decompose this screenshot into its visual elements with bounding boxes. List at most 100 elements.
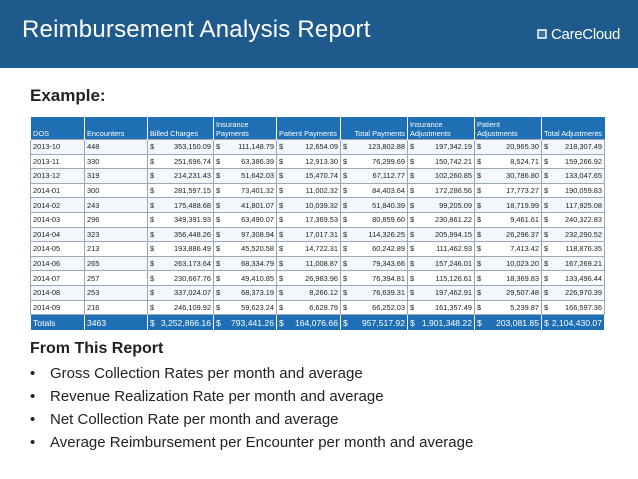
- cell-value: 161,357.49: [435, 302, 472, 312]
- money-cell: $337,024.07: [147, 284, 214, 301]
- currency-symbol: $: [216, 288, 221, 298]
- cell-value: 203,081.85: [495, 317, 539, 328]
- cell-value: 17,773.27: [506, 186, 539, 196]
- currency-symbol: $: [216, 302, 221, 312]
- currency-symbol: $: [544, 215, 549, 225]
- money-cell: $349,391.93: [147, 211, 214, 228]
- cell-value: 197,342.19: [435, 142, 472, 152]
- table-cell: 3463: [84, 314, 148, 332]
- cell-value: 190,059.83: [565, 186, 602, 196]
- currency-symbol: $: [216, 259, 221, 269]
- cell-value: 30,786.80: [506, 171, 539, 181]
- currency-symbol: $: [279, 215, 284, 225]
- money-cell: $203,081.85: [474, 314, 542, 332]
- currency-symbol: $: [410, 273, 415, 283]
- money-cell: $76,394.81: [340, 270, 408, 286]
- cell-value: 133,496.44: [565, 273, 602, 283]
- money-cell: $102,260.85: [407, 168, 475, 184]
- currency-symbol: $: [150, 215, 155, 225]
- currency-symbol: $: [279, 229, 284, 239]
- currency-symbol: $: [410, 229, 415, 239]
- currency-symbol: $: [279, 288, 284, 298]
- cell-value: 67,112.77: [372, 171, 405, 181]
- cell-value: 175,488.68: [174, 200, 211, 210]
- table-cell: 253: [84, 284, 148, 301]
- currency-symbol: $: [477, 215, 482, 225]
- money-cell: $246,109.92: [147, 299, 214, 316]
- cell-value: 6,628.79: [309, 302, 338, 312]
- cell-value: 18,369.83: [506, 273, 539, 283]
- table-row: 2014-03 296 $349,391.93 $63,490.07 $17,369.5…: [30, 211, 605, 228]
- money-cell: $76,299.69: [340, 153, 408, 170]
- currency-symbol: $: [477, 259, 482, 269]
- currency-symbol: $: [410, 156, 415, 166]
- cell-value: 230,667.76: [174, 273, 211, 283]
- cell-value: 8,266.12: [309, 288, 338, 298]
- currency-symbol: $: [343, 244, 348, 254]
- money-cell: $51,840.39: [340, 197, 408, 213]
- currency-symbol: $: [410, 186, 415, 196]
- currency-symbol: $: [343, 142, 348, 152]
- currency-symbol: $: [216, 229, 221, 239]
- cell-value: 102,260.85: [435, 171, 472, 181]
- cell-value: 205,994.15: [435, 229, 472, 239]
- table-cell: 2013-10: [30, 139, 85, 155]
- money-cell: $232,290.52: [541, 226, 605, 243]
- cell-value: 123,802.88: [368, 142, 405, 152]
- money-cell: $197,462.91: [407, 284, 475, 301]
- money-cell: $353,150.09: [147, 139, 214, 155]
- money-cell: $18,719.99: [474, 197, 542, 213]
- table-row: 2014-04 323 $356,448.26 $97,308.94 $17,017.3…: [30, 226, 605, 243]
- currency-symbol: $: [477, 142, 482, 152]
- table-row: 2013-10 448 $353,150.09 $111,148.79 $12,654.…: [30, 139, 605, 155]
- currency-symbol: $: [544, 259, 549, 269]
- cell-value: 97,308.94: [241, 229, 274, 239]
- money-cell: $226,970.39: [541, 284, 605, 301]
- cell-value: 51,840.39: [372, 200, 405, 210]
- currency-symbol: $: [477, 229, 482, 239]
- cell-value: 80,859.60: [372, 215, 405, 225]
- money-cell: $49,410.85: [213, 270, 277, 286]
- money-cell: $118,876.35: [541, 241, 605, 257]
- table-cell: 213: [84, 241, 148, 257]
- cell-value: 11,002.32: [305, 186, 338, 196]
- money-cell: $157,246.01: [407, 255, 475, 272]
- cell-value: 26,983.96: [305, 273, 338, 283]
- money-cell: $117,925.08: [541, 197, 605, 213]
- column-header: Patient Adjustments: [474, 117, 542, 140]
- cell-value: 281,597.15: [174, 186, 211, 196]
- table-cell: 265: [84, 255, 148, 272]
- money-cell: $115,126.61: [407, 270, 475, 286]
- money-cell: $957,517.92: [340, 314, 408, 332]
- currency-symbol: $: [279, 171, 284, 181]
- money-cell: $20,965.30: [474, 139, 542, 155]
- cell-value: 7,413.42: [510, 244, 539, 254]
- column-header: Total Adjustments: [541, 117, 605, 140]
- money-cell: $5,239.87: [474, 299, 542, 316]
- reimbursement-table: DOS Encounters Billed Charges Insurance …: [30, 117, 605, 332]
- currency-symbol: $: [544, 302, 549, 312]
- page-title: Reimbursement Analysis Report: [22, 16, 371, 43]
- money-cell: $111,462.93: [407, 241, 475, 257]
- money-cell: $10,039.32: [276, 197, 341, 213]
- cell-value: 111,148.79: [238, 142, 274, 152]
- currency-symbol: $: [150, 229, 155, 239]
- currency-symbol: $: [279, 317, 284, 328]
- currency-symbol: $: [150, 317, 155, 328]
- currency-symbol: $: [544, 186, 549, 196]
- money-cell: $17,773.27: [474, 182, 542, 199]
- money-cell: $60,242.89: [340, 241, 408, 257]
- currency-symbol: $: [410, 142, 415, 152]
- money-cell: $67,112.77: [340, 168, 408, 184]
- table-cell: 448: [84, 139, 148, 155]
- currency-symbol: $: [150, 288, 155, 298]
- currency-symbol: $: [477, 273, 482, 283]
- totals-row: Totals 3463 $3,252,866.16 $793,441.26 $164,0…: [30, 314, 605, 332]
- cell-value: 356,448.26: [174, 229, 211, 239]
- money-cell: $17,369.53: [276, 211, 341, 228]
- currency-symbol: $: [544, 142, 549, 152]
- money-cell: $133,047.65: [541, 168, 605, 184]
- currency-symbol: $: [343, 288, 348, 298]
- money-cell: $66,252.03: [340, 299, 408, 316]
- currency-symbol: $: [279, 273, 284, 283]
